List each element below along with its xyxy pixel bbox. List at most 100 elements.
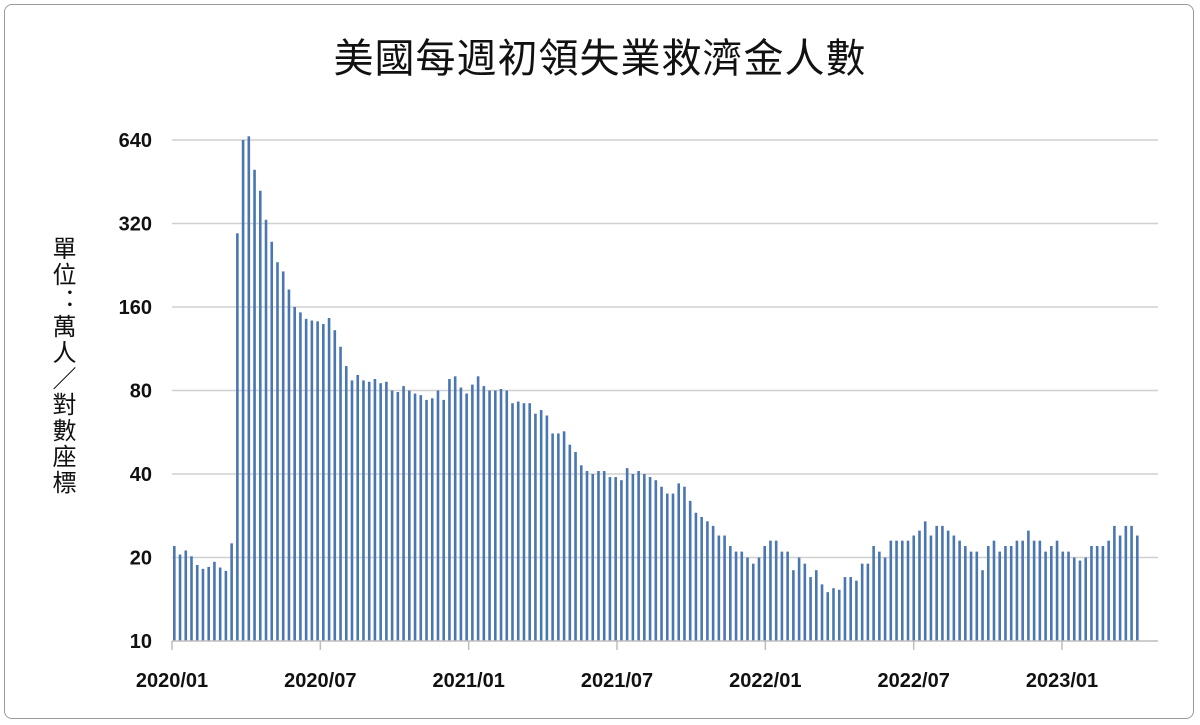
- bar: [213, 561, 216, 641]
- bar: [1044, 551, 1047, 641]
- y-tick-labels: 10 20 40 80 160 320 640: [119, 130, 152, 653]
- bar: [1113, 525, 1116, 641]
- y-tick-label: 80: [130, 381, 152, 403]
- bar: [545, 415, 549, 641]
- bar: [803, 563, 807, 641]
- bar: [1050, 546, 1053, 641]
- bar: [688, 500, 692, 641]
- gridlines: [172, 139, 1158, 559]
- bar: [1067, 551, 1070, 641]
- bar: [866, 563, 870, 641]
- bar: [643, 474, 646, 641]
- bar: [1095, 546, 1099, 641]
- bar: [929, 535, 933, 641]
- x-tick-label: 2021/01: [433, 670, 505, 692]
- bar: [889, 540, 893, 641]
- bar: [700, 516, 703, 641]
- bar: [465, 393, 468, 641]
- bar: [516, 401, 520, 641]
- bar: [763, 546, 767, 641]
- bar: [287, 289, 291, 641]
- bar: [230, 543, 233, 641]
- bar: [247, 136, 251, 641]
- bar: [373, 379, 377, 641]
- bar: [528, 403, 531, 641]
- bar: [1004, 546, 1007, 641]
- bar: [986, 546, 990, 641]
- bar: [637, 471, 640, 641]
- bar: [620, 480, 623, 641]
- bar: [837, 589, 841, 641]
- bar: [1027, 530, 1030, 641]
- bar: [751, 563, 755, 641]
- bar: [367, 381, 371, 641]
- bar: [488, 390, 491, 641]
- bar: [178, 554, 182, 641]
- bar: [1136, 535, 1139, 641]
- bar: [195, 564, 199, 641]
- bar: [906, 540, 910, 641]
- bar: [717, 535, 721, 641]
- bar: [436, 390, 440, 641]
- bar: [1124, 525, 1128, 641]
- bar: [648, 477, 652, 641]
- bar: [471, 384, 474, 641]
- chart-title: 美國每週初領失業救濟金人數: [333, 36, 867, 82]
- bars: [173, 136, 1139, 641]
- bar: [316, 321, 319, 641]
- bar: [350, 380, 354, 641]
- bar: [780, 551, 784, 641]
- bar: [201, 568, 205, 641]
- bar: [534, 413, 537, 641]
- bar: [568, 444, 572, 641]
- bar: [207, 566, 210, 641]
- x-tick-label: 2022/07: [878, 670, 950, 692]
- bar: [969, 551, 973, 641]
- bar: [608, 477, 612, 641]
- bar: [562, 431, 566, 641]
- bar: [872, 546, 875, 641]
- bar: [430, 398, 434, 641]
- bar: [396, 392, 400, 641]
- bar: [293, 307, 296, 641]
- bar: [895, 540, 898, 641]
- bar: [281, 271, 285, 641]
- bar: [327, 318, 331, 641]
- bar: [625, 468, 629, 641]
- bar: [740, 551, 744, 641]
- bar: [190, 556, 193, 641]
- bar: [1078, 560, 1082, 641]
- bar: [270, 241, 274, 641]
- bar: [574, 452, 577, 641]
- bar: [253, 169, 256, 641]
- bar: [792, 570, 795, 641]
- bar: [173, 546, 176, 641]
- bar: [339, 346, 342, 641]
- bar: [402, 386, 405, 641]
- bar: [958, 540, 961, 641]
- bar: [419, 395, 423, 641]
- bar: [992, 540, 996, 641]
- bar: [362, 380, 365, 641]
- bar: [299, 312, 302, 641]
- bar: [408, 390, 411, 641]
- bar: [683, 486, 686, 641]
- bar: [1072, 557, 1076, 641]
- bar: [1130, 525, 1133, 641]
- bar: [551, 433, 554, 641]
- bar: [557, 433, 560, 641]
- bar: [774, 540, 778, 641]
- y-axis-label: 單位：萬人／對數座標: [48, 236, 76, 496]
- bar: [322, 323, 325, 641]
- bar: [998, 551, 1002, 641]
- bar: [224, 570, 228, 641]
- bar: [935, 525, 938, 641]
- bar: [706, 521, 709, 641]
- bar: [356, 374, 360, 641]
- bar: [786, 551, 789, 641]
- bar: [1021, 540, 1024, 641]
- bar: [671, 493, 675, 641]
- bar: [602, 471, 606, 641]
- bar: [453, 376, 457, 641]
- bar: [276, 262, 279, 641]
